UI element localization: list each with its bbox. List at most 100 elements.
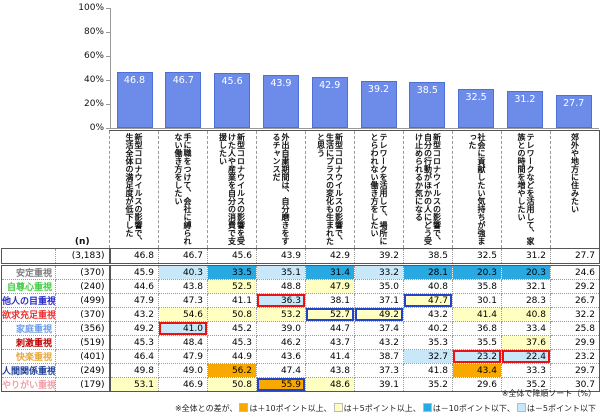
segment-row: やりがい重視 (179) 53.1 46.9 50.8 55.9 48.6 39.1 35.2 2… (1, 377, 600, 392)
data-cell: 39.2 (354, 248, 404, 266)
data-cell: 53.1 (109, 377, 159, 392)
data-cell: 46.2 (256, 335, 306, 350)
column-header-text: テレワークなどを活用して、家族との時間を増やしたい (517, 133, 535, 245)
data-cell: 44.6 (109, 279, 159, 294)
row-n-value: (249) (55, 363, 111, 378)
data-cell: 46.8 (109, 248, 159, 266)
segment-row: 安定重視 (370) 45.9 40.3 33.5 35.1 31.4 33.2 28.1 20.… (1, 264, 600, 280)
row-label: 安定重視 (1, 264, 56, 280)
segment-row: 欲求充足重視 (370) 43.2 54.6 50.8 53.2 52.7 49.2 43.2 4… (1, 307, 600, 322)
data-cell: 43.4 (452, 363, 502, 378)
total-row: (3,183) 46.8 46.7 45.6 43.9 42.9 39.2 38.5 32.5 3… (1, 248, 600, 266)
legend-text: は＋10ポイント以上、 (249, 404, 332, 413)
data-cell: 20.3 (452, 264, 502, 280)
data-cell: 39.1 (354, 377, 404, 392)
row-n-value: (499) (55, 293, 111, 308)
data-cell: 35.5 (452, 335, 502, 350)
segment-row: 刺激重視 (519) 45.3 48.4 45.3 46.2 43.7 43.2 35.3 35.… (1, 335, 600, 350)
data-cell: 45.3 (207, 335, 257, 350)
data-cell: 32.5 (452, 248, 502, 266)
column-header-text: テレワークを活用して、場所にとらわれない働き方をしたい (370, 133, 388, 245)
legend-swatch-plus10 (239, 403, 249, 412)
data-cell: 30.1 (452, 293, 502, 308)
bar-value-label: 46.8 (123, 74, 146, 86)
data-cell: 43.9 (256, 248, 306, 266)
data-cell: 37.6 (501, 335, 551, 350)
data-cell: 35.2 (403, 377, 453, 392)
bar: 45.6 (214, 73, 251, 128)
data-cell: 47.9 (109, 293, 159, 308)
column-header: 新型コロナウイルスの影響を受けた人や産業を自分の消費で支援したい (207, 130, 257, 249)
data-cell: 45.2 (207, 321, 257, 336)
data-cell: 37.3 (354, 363, 404, 378)
column-header: テレワークなどを活用して、家族との時間を増やしたい (501, 130, 551, 249)
column-header: 社会に貢献したい気持ちが強まった (452, 130, 502, 249)
segment-table-wrap: (n) 新型コロナウイルスの影響で、生活全体の満足度が低下した 手に職をつけて、会… (1, 130, 600, 392)
data-cell: 43.8 (305, 363, 355, 378)
column-header: テレワークを活用して、場所にとらわれない働き方をしたい (354, 130, 404, 249)
n-label: (n) (74, 237, 90, 247)
bar-value-label: 46.7 (172, 74, 194, 86)
data-cell: 26.7 (550, 293, 600, 308)
legend-text: は－5ポイント以下 (526, 404, 596, 413)
data-cell: 40.8 (501, 307, 551, 322)
data-cell: 35.0 (354, 279, 404, 294)
data-cell: 43.2 (109, 307, 159, 322)
bar: 38.5 (409, 81, 446, 128)
data-cell: 43.6 (256, 349, 306, 364)
y-axis-tick-label: 40% (83, 75, 104, 85)
data-cell: 36.8 (452, 321, 502, 336)
legend-swatch-minus10 (422, 403, 432, 412)
data-cell: 40.3 (158, 264, 208, 280)
legend-swatch-plus5 (333, 403, 343, 412)
bar: 39.2 (360, 80, 397, 128)
data-cell: 32.2 (550, 307, 600, 322)
data-cell: 40.8 (403, 279, 453, 294)
data-cell: 23.2 (452, 349, 502, 364)
data-cell: 41.4 (305, 349, 355, 364)
bar: 43.9 (262, 75, 299, 128)
bar: 32.5 (458, 89, 495, 128)
data-cell: 44.9 (207, 349, 257, 364)
sort-note: ※全体で降順ソート（%） (501, 389, 596, 398)
data-cell: 28.3 (501, 293, 551, 308)
data-cell: 32.1 (501, 279, 551, 294)
row-n-value: (240) (55, 279, 111, 294)
data-cell: 29.6 (452, 377, 502, 392)
data-cell: 44.7 (305, 321, 355, 336)
data-cell: 33.5 (207, 264, 257, 280)
table-body: (3,183) 46.8 46.7 45.6 43.9 42.9 39.2 38.5 32.5 3… (1, 248, 600, 392)
column-header-text: 外出自粛期間は、自分磨きをするチャンスだ (272, 133, 290, 245)
diff-legend: ※全体との差が、 は＋10ポイント以上、 は＋5ポイント以上、 は－10ポイント以下、… (175, 403, 596, 414)
legend-text: は－10ポイント以下、 (432, 404, 515, 413)
column-header: 郊外や地方に住みたい (550, 130, 600, 249)
n-column-header: (n) (55, 130, 110, 249)
data-cell: 43.2 (354, 335, 404, 350)
data-cell: 41.0 (158, 321, 208, 336)
row-label: 自尊心重視 (1, 279, 56, 294)
row-n-value: (370) (55, 264, 111, 280)
column-header: 新型コロナウイルスの影響で、生活全体の満足度が低下した (109, 130, 159, 249)
data-cell: 37.4 (354, 321, 404, 336)
bar: 31.2 (506, 90, 543, 128)
data-cell: 37.1 (354, 293, 404, 308)
column-header: 外出自粛期間は、自分磨きをするチャンスだ (256, 130, 306, 249)
data-cell: 29.7 (550, 363, 600, 378)
row-n-value: (401) (55, 349, 111, 364)
data-cell: 48.4 (158, 335, 208, 350)
data-cell: 47.4 (256, 363, 306, 378)
data-cell: 43.7 (305, 335, 355, 350)
data-cell: 29.2 (550, 279, 600, 294)
data-cell: 24.6 (550, 264, 600, 280)
y-axis-tick-mark (106, 104, 110, 105)
column-header-text: 新型コロナウイルスの影響を受けた人や産業を自分の消費で支援したい (218, 133, 246, 245)
column-header-text: 新型コロナウイルスの影響で、自分の行動がほかの人にどう受け止められるか気になる (414, 133, 442, 245)
row-n-value: (179) (55, 377, 111, 392)
data-cell: 41.8 (403, 363, 453, 378)
segment-row: 快楽重視 (401) 46.4 47.9 44.9 43.6 41.4 38.7 32.7 23.… (1, 349, 600, 364)
bar-chart: 100% 80% 60% 40% 20% 0% 46.8 46.7 45.6 43.9 42.9 3… (0, 0, 600, 133)
row-n-value: (3,183) (55, 248, 111, 266)
data-cell: 42.9 (305, 248, 355, 266)
data-cell: 31.2 (501, 248, 551, 266)
